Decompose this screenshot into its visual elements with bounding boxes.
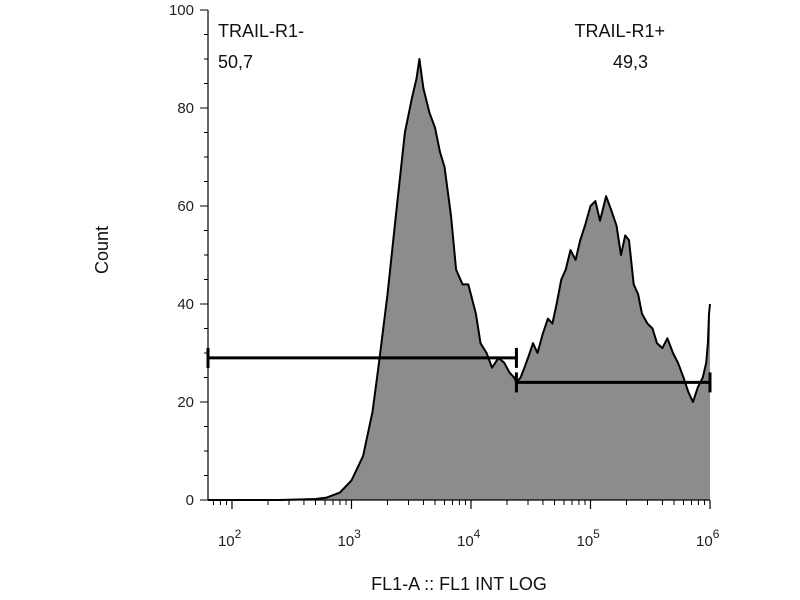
y-tick-label: 20 [177, 394, 194, 411]
x-tick-exponent: 5 [593, 527, 600, 541]
x-axis-title: FL1-A :: FL1 INT LOG [371, 574, 547, 594]
y-tick-label: 100 [169, 2, 194, 19]
gate-label: TRAIL-R1- [218, 21, 304, 41]
gate-percent: 49,3 [613, 52, 648, 72]
gates: TRAIL-R1- 50,7 TRAIL-R1+ 49,3 [206, 21, 712, 393]
x-tick-label: 103 [337, 527, 361, 550]
gate-label: TRAIL-R1+ [574, 21, 665, 41]
x-tick-base: 10 [696, 533, 713, 550]
x-tick-base: 10 [457, 533, 474, 550]
gate-percent: 50,7 [218, 52, 253, 72]
y-tick-label: 60 [177, 198, 194, 215]
y-tick-label: 80 [177, 100, 194, 117]
gate-positive [514, 372, 712, 393]
y-axis-title: Count [92, 226, 112, 274]
x-tick-exponent: 4 [474, 527, 481, 541]
x-tick-exponent: 2 [235, 527, 242, 541]
x-tick-label: 104 [457, 527, 481, 550]
x-tick-label: 105 [576, 527, 600, 550]
y-tick-label: 0 [186, 492, 194, 509]
x-tick-base: 10 [337, 533, 354, 550]
y-tick-label: 40 [177, 296, 194, 313]
x-tick-base: 10 [218, 533, 235, 550]
plot-area [208, 58, 711, 501]
histogram-outline [208, 58, 711, 501]
gate-negative [206, 347, 518, 368]
x-tick-label: 102 [218, 527, 242, 550]
x-tick-exponent: 6 [713, 527, 720, 541]
x-tick-exponent: 3 [354, 527, 361, 541]
histogram-area [208, 59, 710, 500]
x-tick-label: 106 [696, 527, 720, 550]
x-tick-base: 10 [576, 533, 593, 550]
